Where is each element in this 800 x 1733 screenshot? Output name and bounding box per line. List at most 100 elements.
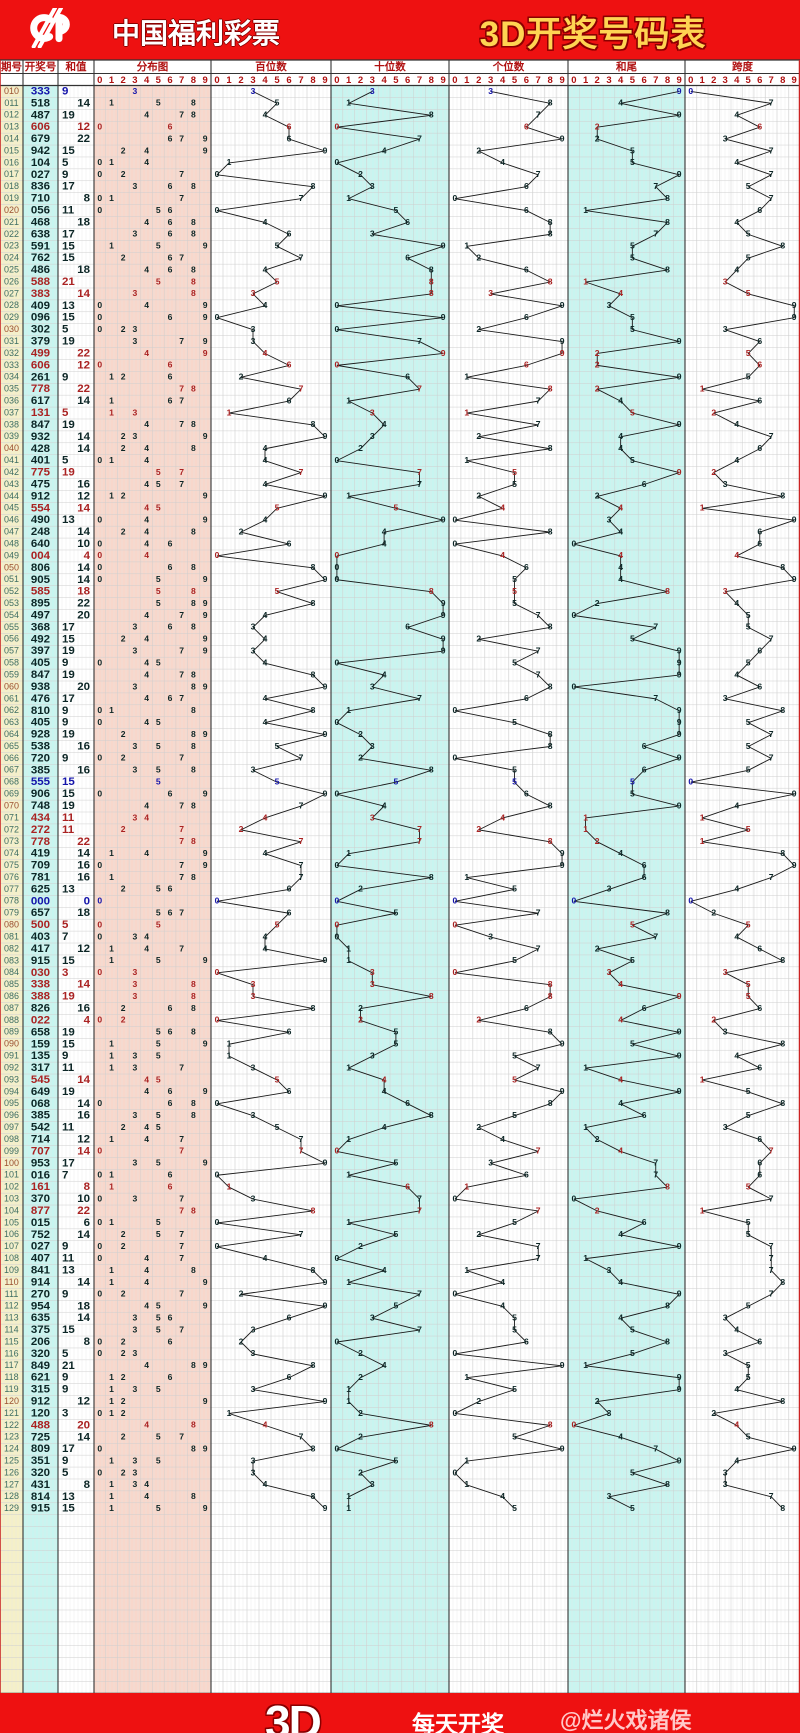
svg-text:6: 6 <box>642 765 647 775</box>
svg-text:778: 778 <box>31 836 51 848</box>
svg-text:7: 7 <box>179 1205 184 1215</box>
svg-text:8: 8 <box>780 241 785 251</box>
svg-text:9: 9 <box>441 312 446 322</box>
svg-text:028: 028 <box>4 300 19 310</box>
svg-text:4: 4 <box>263 931 268 941</box>
svg-text:849: 849 <box>31 1360 50 1372</box>
svg-text:8: 8 <box>311 1443 316 1453</box>
svg-text:2: 2 <box>358 1241 363 1251</box>
svg-text:7: 7 <box>653 1443 658 1453</box>
svg-text:9: 9 <box>677 419 682 429</box>
svg-text:090: 090 <box>4 1039 19 1049</box>
svg-text:5: 5 <box>156 1158 161 1168</box>
svg-text:6: 6 <box>168 264 173 274</box>
svg-text:12: 12 <box>77 1396 90 1408</box>
svg-text:7: 7 <box>417 824 422 834</box>
svg-text:4: 4 <box>144 1265 149 1275</box>
svg-text:4: 4 <box>734 1455 739 1465</box>
svg-text:431: 431 <box>31 1479 51 1491</box>
svg-text:9: 9 <box>677 1086 682 1096</box>
svg-text:14: 14 <box>77 979 90 991</box>
svg-text:5: 5 <box>156 657 161 667</box>
svg-text:期号: 期号 <box>1 60 22 73</box>
svg-text:12: 12 <box>77 490 90 502</box>
svg-text:2: 2 <box>476 145 481 155</box>
svg-text:6: 6 <box>168 1098 173 1108</box>
svg-text:368: 368 <box>31 621 51 633</box>
svg-text:1: 1 <box>109 1396 114 1406</box>
svg-text:2: 2 <box>711 75 716 86</box>
svg-text:0: 0 <box>335 896 340 906</box>
svg-text:9: 9 <box>62 1241 68 1253</box>
svg-text:0: 0 <box>215 1217 220 1227</box>
svg-text:7: 7 <box>769 75 774 86</box>
svg-text:7: 7 <box>769 145 774 155</box>
svg-text:906: 906 <box>31 788 50 800</box>
svg-text:2: 2 <box>121 753 126 763</box>
svg-text:14: 14 <box>77 288 90 300</box>
svg-text:9: 9 <box>62 1288 68 1300</box>
svg-text:0: 0 <box>335 562 340 572</box>
svg-text:9: 9 <box>203 431 208 441</box>
svg-text:912: 912 <box>31 1396 50 1408</box>
svg-text:17: 17 <box>62 1157 75 1169</box>
svg-text:8: 8 <box>191 741 196 751</box>
svg-text:099: 099 <box>4 1146 19 1156</box>
svg-text:0: 0 <box>97 169 102 179</box>
svg-text:062: 062 <box>4 705 19 715</box>
svg-text:621: 621 <box>31 1372 51 1384</box>
svg-text:060: 060 <box>4 681 19 691</box>
svg-text:7: 7 <box>299 860 304 870</box>
svg-text:9: 9 <box>62 169 68 181</box>
svg-text:2: 2 <box>711 1015 716 1025</box>
svg-text:18: 18 <box>77 264 90 276</box>
svg-text:4: 4 <box>734 110 739 120</box>
svg-text:4: 4 <box>734 455 739 465</box>
svg-text:041: 041 <box>4 455 19 465</box>
svg-text:19: 19 <box>62 669 75 681</box>
svg-text:125: 125 <box>4 1455 19 1465</box>
svg-text:7: 7 <box>769 729 774 739</box>
svg-text:0: 0 <box>97 538 102 548</box>
svg-text:051: 051 <box>4 574 19 584</box>
svg-text:105: 105 <box>4 1217 19 1227</box>
svg-text:2: 2 <box>476 634 481 644</box>
svg-text:096: 096 <box>4 1110 19 1120</box>
svg-text:2: 2 <box>121 1432 126 1442</box>
svg-text:9: 9 <box>677 372 682 382</box>
svg-text:6: 6 <box>168 181 173 191</box>
svg-text:6: 6 <box>287 229 292 239</box>
svg-text:6: 6 <box>642 741 647 751</box>
svg-text:4: 4 <box>144 1134 149 1144</box>
svg-text:0: 0 <box>97 1253 102 1263</box>
svg-text:15: 15 <box>62 1038 75 1050</box>
svg-text:932: 932 <box>31 431 50 443</box>
svg-text:4: 4 <box>382 1086 387 1096</box>
svg-text:542: 542 <box>31 1122 50 1134</box>
svg-text:4: 4 <box>263 634 268 644</box>
svg-text:百位数: 百位数 <box>255 60 287 73</box>
svg-text:9: 9 <box>677 705 682 715</box>
svg-text:5: 5 <box>630 75 636 86</box>
svg-text:033: 033 <box>4 360 19 370</box>
svg-text:031: 031 <box>4 336 19 346</box>
svg-text:781: 781 <box>31 872 51 884</box>
svg-text:3: 3 <box>133 181 138 191</box>
svg-text:488: 488 <box>31 1419 51 1431</box>
svg-text:7: 7 <box>417 1324 422 1334</box>
svg-text:585: 585 <box>31 586 51 598</box>
svg-text:046: 046 <box>4 515 19 525</box>
svg-text:7: 7 <box>299 467 304 477</box>
svg-text:0: 0 <box>97 1348 102 1358</box>
svg-text:625: 625 <box>31 883 51 895</box>
svg-text:7: 7 <box>417 836 422 846</box>
svg-text:5: 5 <box>156 1122 161 1132</box>
svg-text:4: 4 <box>144 1491 149 1501</box>
svg-text:096: 096 <box>31 312 50 324</box>
svg-text:2: 2 <box>358 443 363 453</box>
svg-text:7: 7 <box>179 1193 184 1203</box>
svg-text:5: 5 <box>156 884 161 894</box>
svg-text:403: 403 <box>31 931 50 943</box>
svg-text:8: 8 <box>780 1277 785 1287</box>
svg-text:877: 877 <box>31 1205 50 1217</box>
